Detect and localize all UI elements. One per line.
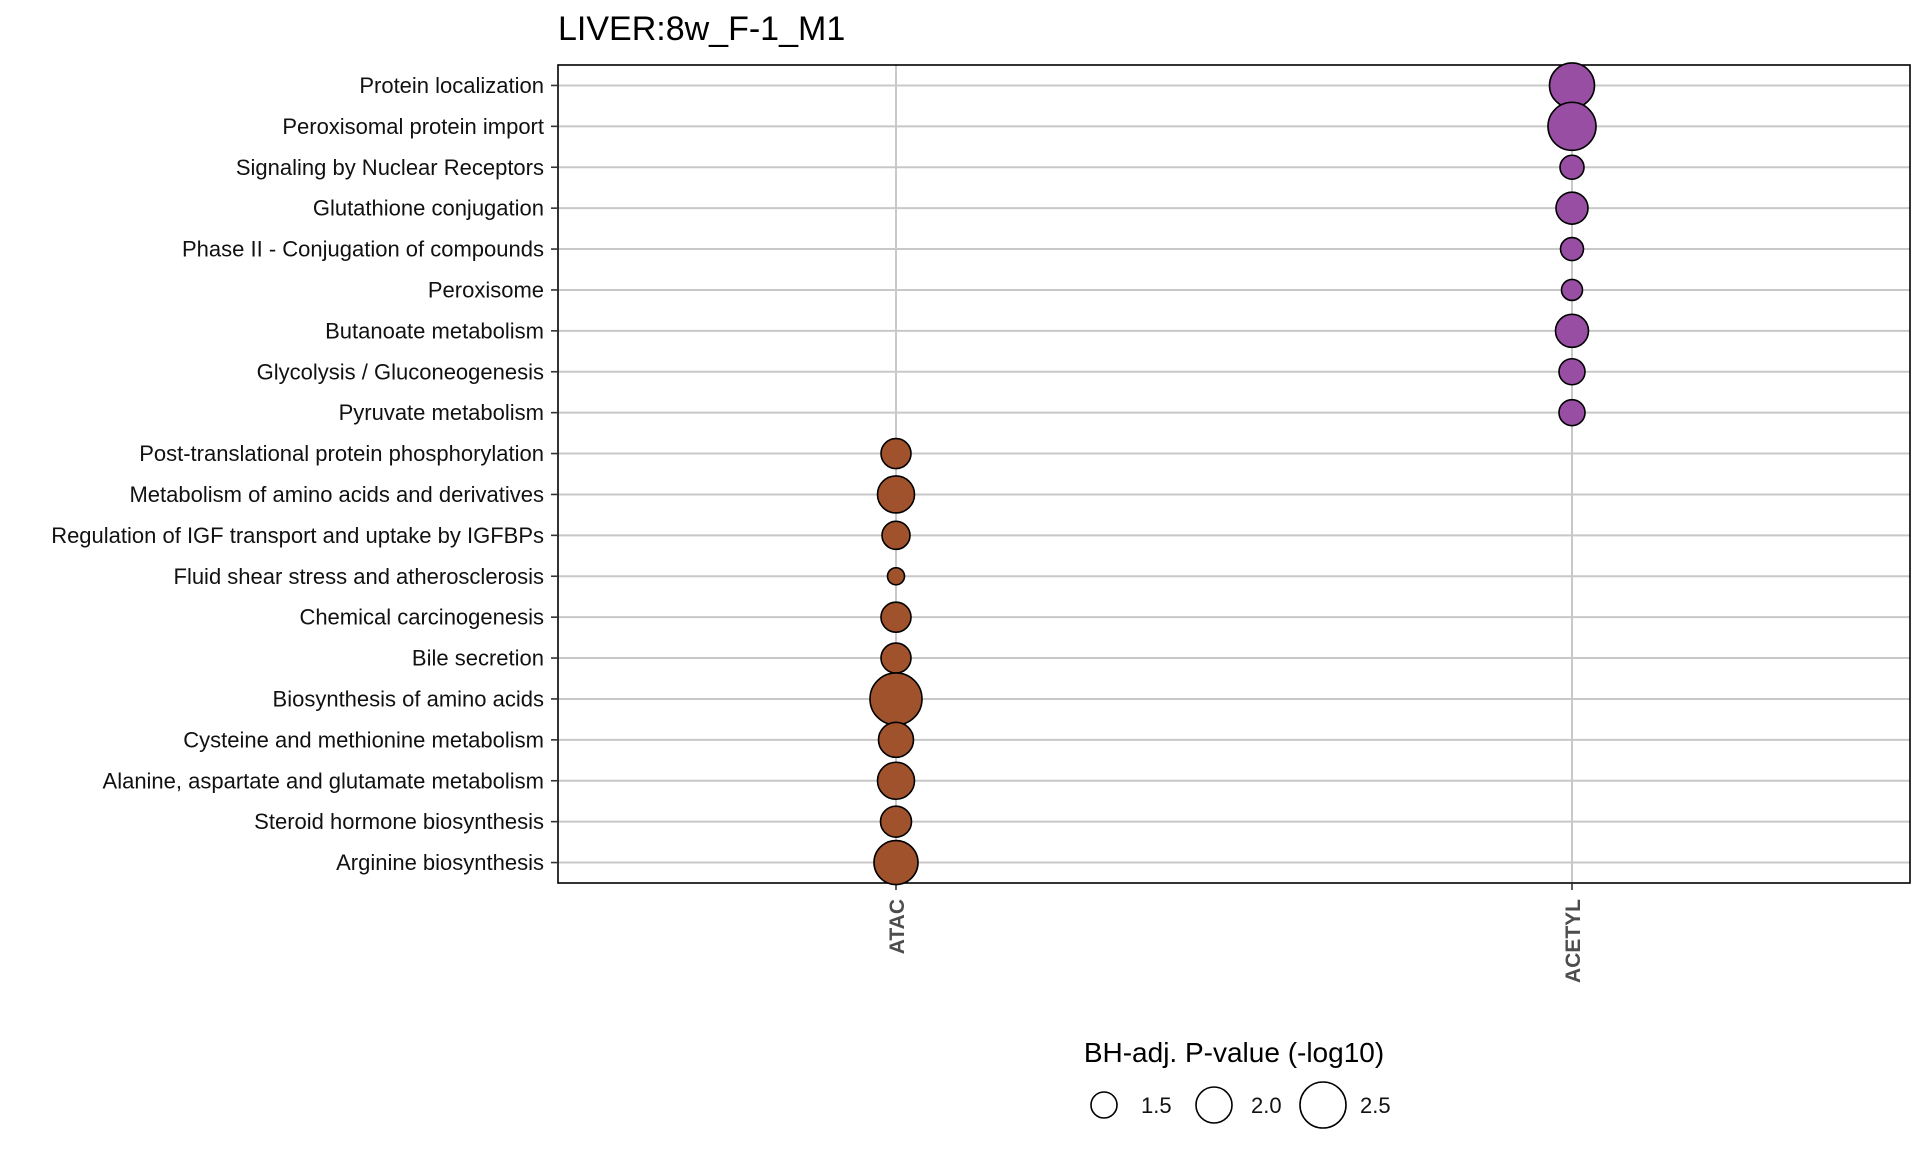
data-point [879,805,913,838]
data-point [869,672,923,726]
y-tick-label: Peroxisome [428,277,544,302]
legend-label: 2.5 [1360,1093,1391,1118]
data-point [1554,313,1590,349]
y-tick-label: Regulation of IGF transport and uptake b… [51,523,544,548]
data-point [873,839,919,886]
panel-border [557,64,1911,884]
chart-title: LIVER:8w_F-1_M1 [558,10,845,48]
y-tick-label: Biosynthesis of amino acids [273,686,544,711]
y-tick-label: Glycolysis / Gluconeogenesis [257,359,544,384]
x-tick-label: ACETYL [1562,899,1585,983]
data-point [880,437,912,470]
y-tick-label: Post-translational protein phosphorylati… [139,441,544,466]
y-tick-label: Peroxisomal protein import [282,114,544,139]
y-tick-label: Glutathione conjugation [313,196,544,221]
y-tick-label: Protein localization [359,73,544,98]
y-tick-label: Arginine biosynthesis [336,850,544,875]
y-tick-label: Cysteine and methionine metabolism [183,727,544,752]
data-point [1547,101,1597,152]
x-tick-label: ATAC [886,899,909,954]
legend-label: 2.0 [1251,1093,1282,1118]
data-point [1558,357,1586,386]
y-tick-label: Fluid shear stress and atherosclerosis [174,564,545,589]
data-point [1558,398,1586,427]
data-point [1548,62,1596,109]
data-point [1555,191,1589,225]
legend-label: 1.5 [1141,1093,1172,1118]
data-point [880,642,912,674]
data-point [1560,278,1584,302]
y-tick-label: Butanoate metabolism [325,318,544,343]
y-tick-label: Pyruvate metabolism [339,400,544,425]
legend-key [1195,1086,1233,1124]
legend-title: BH-adj. P-value (-log10) [1084,1037,1384,1068]
data-point [876,475,916,514]
legend-key [1090,1091,1118,1119]
legend-key [1299,1081,1347,1129]
data-point [881,520,911,551]
data-point [880,601,912,633]
y-tick-label: Signaling by Nuclear Receptors [236,155,544,180]
y-tick-label: Alanine, aspartate and glutamate metabol… [103,768,544,793]
data-point [876,761,916,801]
y-tick-label: Steroid hormone biosynthesis [254,809,544,834]
y-tick-label: Metabolism of amino acids and derivative… [129,482,544,507]
data-point [1559,236,1585,262]
size-legend: BH-adj. P-value (-log10) 1.5 2.0 2.5 [1084,1037,1391,1129]
y-tick-label: Phase II - Conjugation of compounds [182,237,544,262]
y-tick-label: Bile secretion [412,646,544,671]
data-point [886,566,906,586]
data-point [1559,154,1585,181]
y-tick-label: Chemical carcinogenesis [299,605,544,630]
data-point [877,721,915,759]
